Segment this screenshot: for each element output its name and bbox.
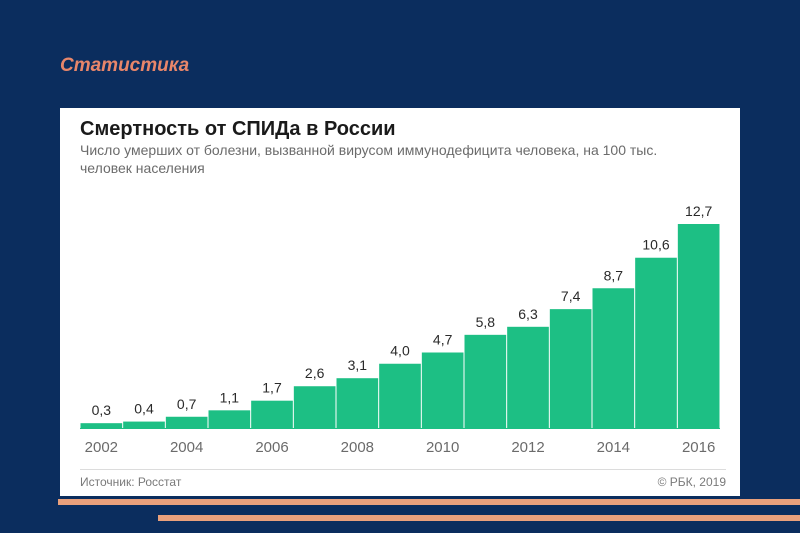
- x-tick-label-2010: 2010: [426, 439, 459, 456]
- x-tick-label-2008: 2008: [341, 439, 374, 456]
- bar-chart: 0,3 2002 0,4 0,7 2004 1,1 1,7 2006 2,6 3,1 2008 4,0…: [80, 203, 720, 456]
- bar-2010: [421, 352, 464, 428]
- chart-subtitle: Число умерших от болезни, вызванной виру…: [80, 142, 658, 176]
- bar-2011: [464, 334, 507, 428]
- footer-divider: [80, 469, 726, 470]
- value-label-2005: 1,1: [220, 389, 240, 405]
- chart-card: Смертность от СПИДа в России Число умерш…: [60, 108, 740, 496]
- x-tick-label-2012: 2012: [511, 439, 544, 456]
- value-label-2003: 0,4: [134, 401, 154, 417]
- bar-2012: [507, 326, 549, 428]
- value-label-2006: 1,7: [262, 380, 282, 396]
- value-label-2004: 0,7: [177, 396, 197, 412]
- bar-2005: [208, 410, 251, 428]
- bar-2009: [379, 363, 421, 428]
- bar-2002: [80, 423, 123, 428]
- x-tick-label-2014: 2014: [597, 439, 630, 456]
- value-label-2008: 3,1: [348, 357, 368, 373]
- value-label-2002: 0,3: [92, 402, 112, 418]
- copyright-text: © РБК, 2019: [657, 475, 726, 489]
- bar-2013: [549, 309, 592, 428]
- value-label-2007: 2,6: [305, 365, 325, 381]
- bar-2006: [251, 400, 293, 428]
- chart-title: Смертность от СПИДа в России: [80, 118, 396, 140]
- value-label-2013: 7,4: [561, 288, 581, 304]
- bar-2015: [635, 257, 677, 428]
- bar-2003: [123, 421, 165, 428]
- bar-2007: [293, 386, 336, 428]
- value-label-2012: 6,3: [518, 306, 538, 322]
- bar-2004: [165, 416, 208, 428]
- value-label-2014: 8,7: [604, 267, 624, 283]
- value-label-2010: 4,7: [433, 332, 453, 348]
- value-label-2009: 4,0: [390, 343, 410, 359]
- bar-2014: [592, 288, 635, 428]
- decorative-stripe-bottom: [158, 515, 800, 521]
- value-label-2015: 10,6: [642, 237, 669, 253]
- bar-2016: [677, 224, 720, 428]
- x-tick-label-2016: 2016: [682, 439, 715, 456]
- decorative-stripe-top: [58, 499, 800, 505]
- value-label-2016: 12,7: [685, 203, 712, 219]
- x-tick-label-2002: 2002: [85, 439, 118, 456]
- bar-2008: [336, 378, 379, 428]
- slide-title: Статистика: [60, 55, 190, 76]
- source-text: Источник: Росстат: [80, 475, 182, 489]
- value-label-2011: 5,8: [476, 314, 496, 330]
- x-tick-label-2006: 2006: [255, 439, 288, 456]
- x-tick-label-2004: 2004: [170, 439, 203, 456]
